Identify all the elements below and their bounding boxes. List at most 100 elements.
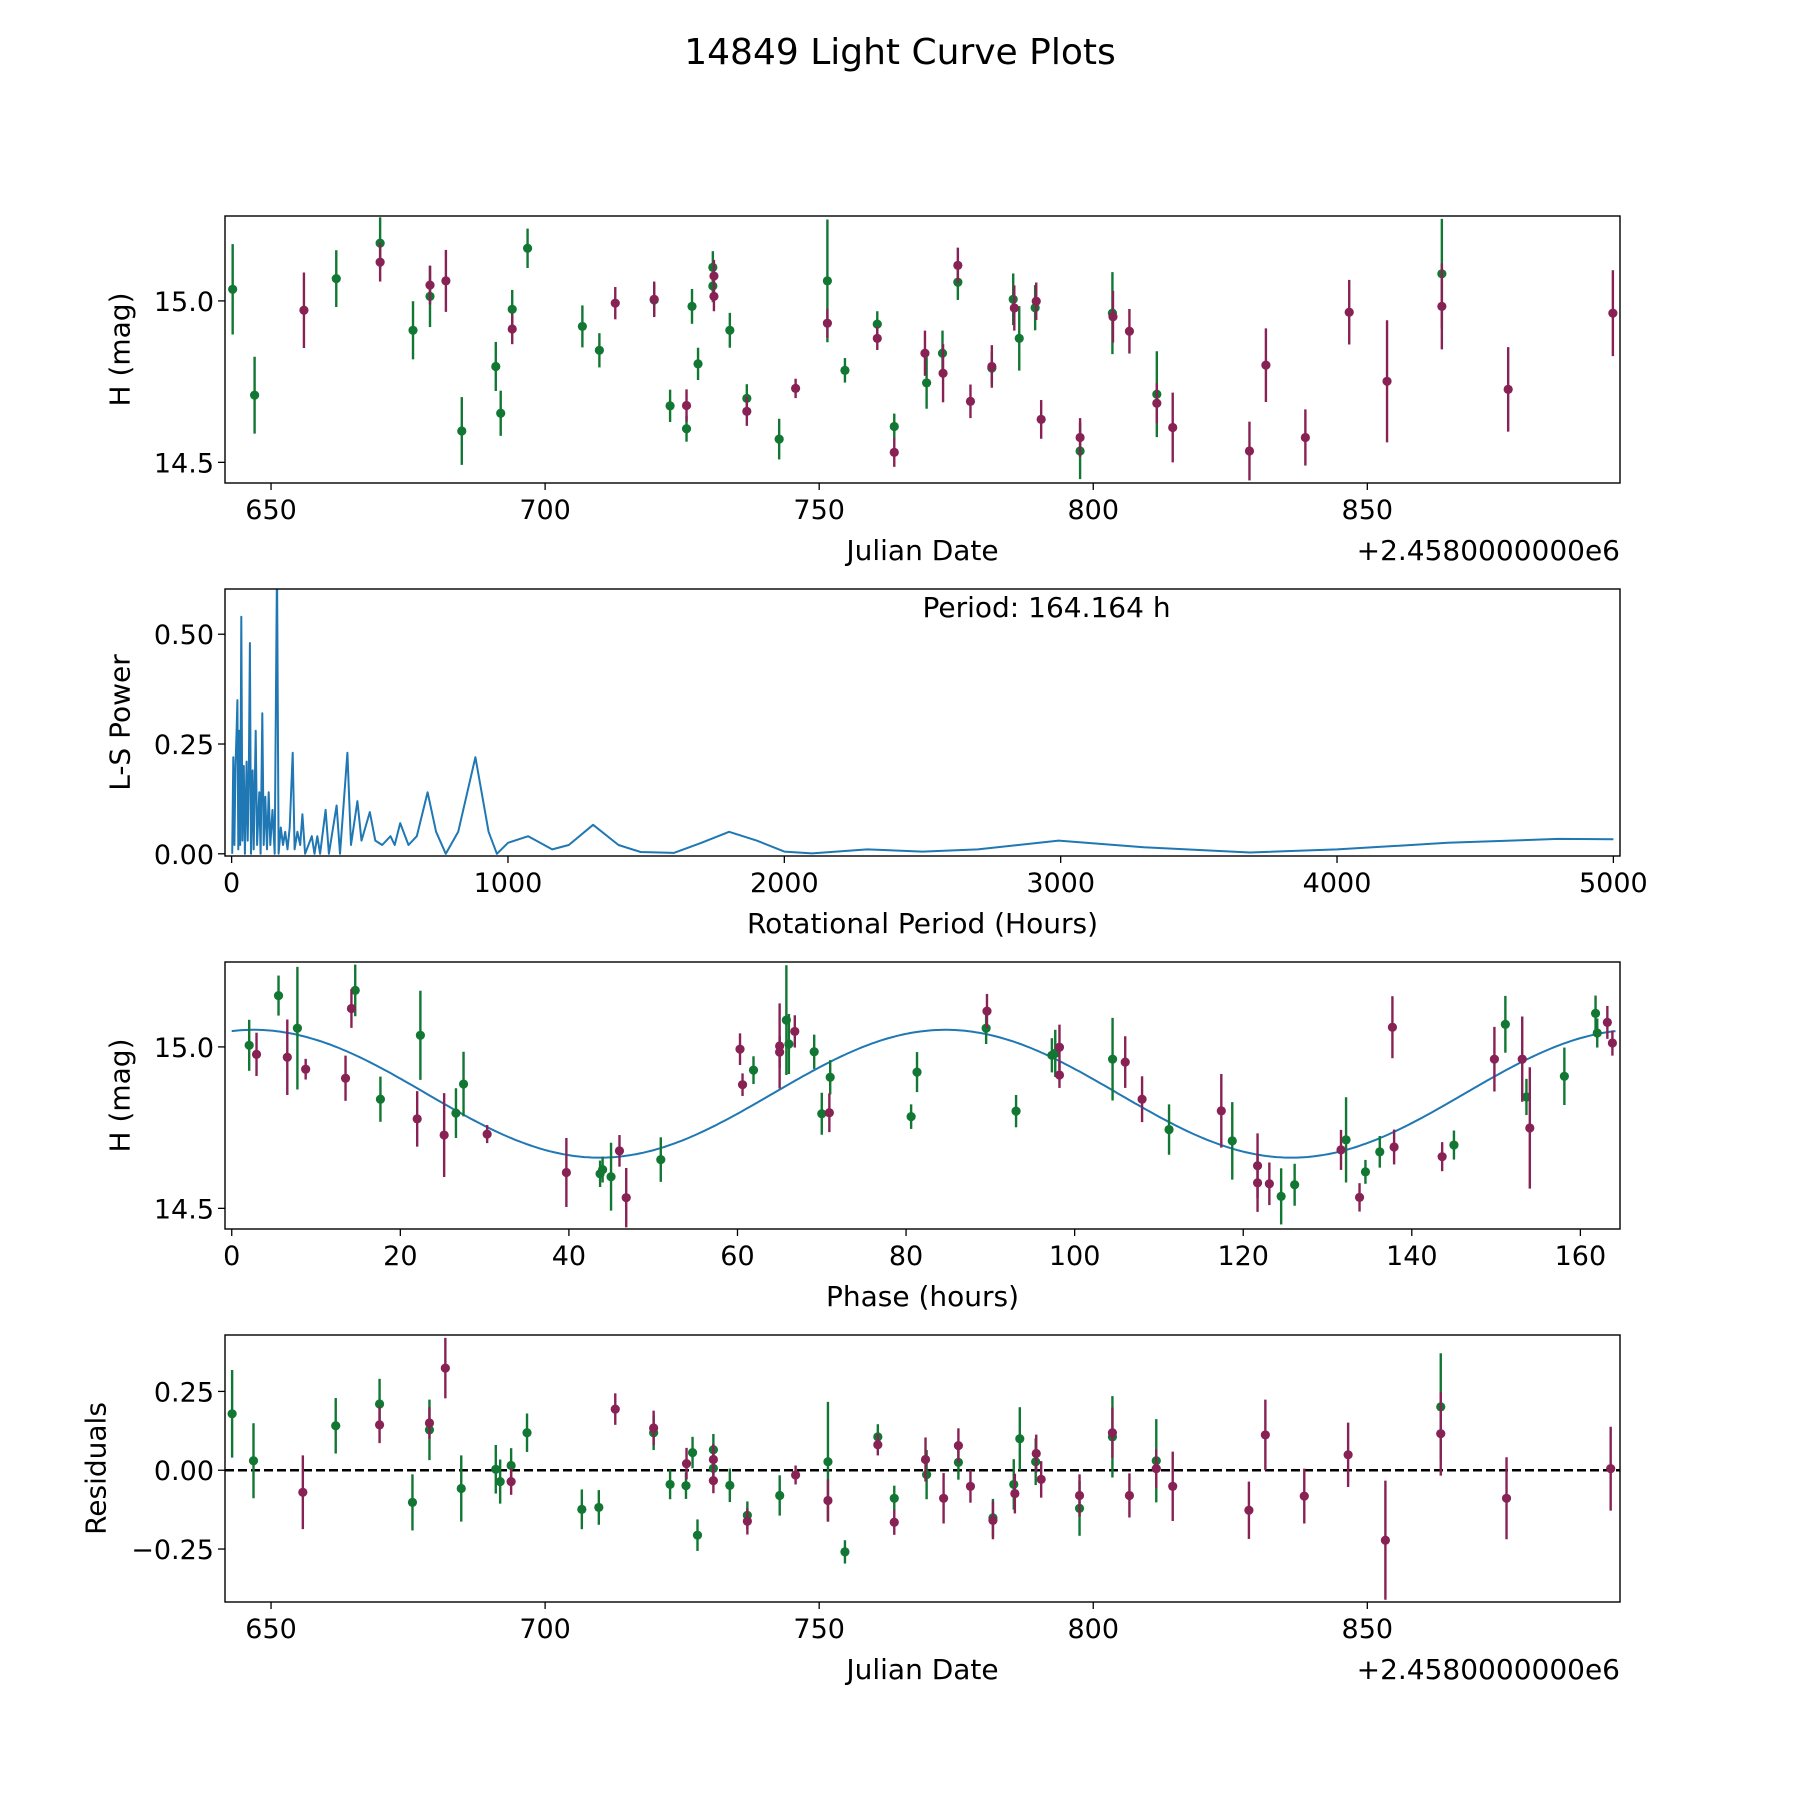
x-axis-label: Julian Date (844, 1653, 998, 1686)
x-tick-label: 750 (793, 495, 845, 526)
data-point (1036, 414, 1046, 424)
data-point (965, 396, 976, 406)
residuals-panel: 650 700 750 800 850 −0.25 0.00 0.25 Julian Date R… (80, 1334, 1621, 1686)
y-axis-label: Residuals (80, 1402, 113, 1535)
data-series (244, 964, 1602, 1225)
y-tick-label: 14.5 (154, 448, 214, 479)
data-point (709, 291, 719, 301)
x-tick-label: 120 (1217, 1241, 1269, 1272)
data-point (889, 421, 899, 432)
data-point (1009, 303, 1019, 313)
data-point (1010, 1488, 1020, 1499)
data-point (665, 1479, 675, 1490)
data-point (457, 426, 467, 436)
data-point (522, 1428, 532, 1438)
data-point (774, 434, 784, 444)
data-point (681, 400, 692, 411)
x-tick-label: 60 (720, 1241, 754, 1272)
data-point (331, 274, 341, 284)
data-point (681, 1459, 692, 1469)
data-point (822, 276, 832, 286)
x-tick-label: 750 (793, 1614, 845, 1645)
data-point (408, 325, 418, 335)
data-point (594, 345, 604, 355)
x-tick-label: 160 (1555, 1241, 1607, 1272)
data-point (1437, 1152, 1447, 1162)
data-point (693, 359, 703, 369)
data-point (824, 1108, 834, 1118)
data-point (748, 1065, 759, 1075)
data-point (649, 1423, 659, 1433)
sinusoid-fit-line (231, 1028, 1616, 1159)
data-point (1168, 1481, 1178, 1491)
data-point (1500, 1019, 1510, 1029)
data-point (375, 257, 385, 267)
data-point (922, 378, 932, 388)
data-point (988, 1515, 998, 1525)
data-point (1336, 1145, 1346, 1155)
data-point (1031, 296, 1041, 306)
data-point (251, 1049, 262, 1059)
x-tick-label: 0 (223, 1241, 240, 1272)
x-tick-label: 1000 (474, 868, 543, 899)
data-point (823, 1495, 833, 1506)
x-tick-label: 5000 (1579, 868, 1648, 899)
x-tick-label: 650 (245, 495, 297, 526)
data-point (938, 368, 948, 378)
data-point (228, 284, 238, 294)
period-annotation: Period: 164.164 h (923, 591, 1171, 624)
data-series (299, 242, 1618, 481)
plot-area (231, 589, 1614, 855)
data-point (227, 1409, 237, 1419)
data-point (491, 1464, 501, 1474)
x-tick-label: 3000 (1026, 868, 1095, 899)
data-point (920, 1454, 931, 1465)
data-point (840, 365, 850, 375)
data-point (451, 1108, 461, 1118)
data-point (598, 1164, 608, 1175)
data-point (610, 1404, 620, 1414)
data-point (522, 243, 533, 253)
data-point (407, 1497, 418, 1507)
data-point (1120, 1057, 1130, 1067)
data-point (1227, 1136, 1237, 1146)
data-series (227, 1353, 1446, 1564)
data-point (1592, 1028, 1602, 1038)
data-point (1107, 1054, 1118, 1064)
data-point (1124, 1490, 1135, 1501)
y-tick-label: 15.0 (154, 287, 214, 318)
data-point (439, 1130, 449, 1140)
plot-area (228, 217, 1618, 481)
data-point (784, 1039, 794, 1049)
data-point (737, 1080, 748, 1090)
data-point (507, 304, 517, 314)
data-point (1344, 307, 1354, 317)
light-curve-panel: 650 700 750 800 850 14.5 15.0 Julian Date H (mag… (104, 215, 1621, 567)
data-point (610, 298, 620, 308)
data-point (425, 280, 435, 290)
data-point (953, 1441, 964, 1451)
data-series (298, 1337, 1616, 1600)
plot-area (231, 964, 1618, 1228)
data-point (1074, 1490, 1085, 1501)
data-point (496, 408, 506, 418)
data-point (1300, 432, 1310, 443)
data-point (301, 1064, 311, 1074)
data-series (228, 217, 1447, 480)
x-tick-label: 20 (383, 1241, 417, 1272)
data-point (1343, 1450, 1353, 1460)
axes-frame (224, 1334, 1621, 1603)
data-point (374, 1399, 385, 1409)
data-point (1299, 1491, 1309, 1501)
data-point (742, 1516, 752, 1526)
data-point (1501, 1493, 1512, 1503)
data-point (889, 1517, 899, 1527)
data-series (251, 989, 1618, 1228)
data-point (1108, 312, 1118, 322)
data-point (1168, 422, 1178, 433)
data-point (953, 260, 963, 270)
data-point (1261, 360, 1271, 370)
data-point (482, 1129, 492, 1139)
data-point (1244, 446, 1255, 456)
